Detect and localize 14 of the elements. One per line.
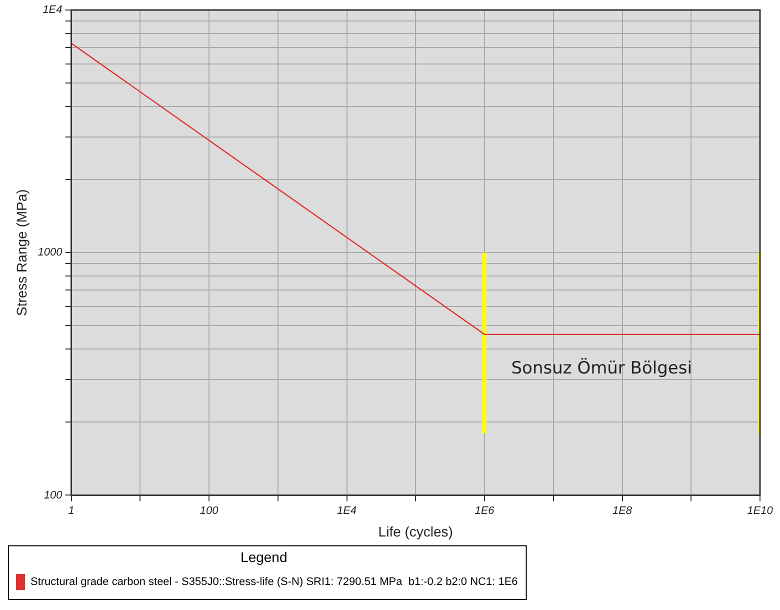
legend-title: Legend <box>240 549 288 566</box>
x-tick-label: 100 <box>200 504 220 517</box>
y-axis-title: Stress Range (MPa) <box>13 189 30 316</box>
y-tick-label: 1E4 <box>42 4 62 16</box>
x-tick-label: 1E6 <box>474 504 496 517</box>
legend-label: Structural grade carbon steel - S355J0::Stress-life (S-N) SRI1: 7290.51 MPa b1:-0.2 b2:0 NC1: 1E6 <box>30 576 518 588</box>
x-tick-label: 1E4 <box>336 504 357 517</box>
y-tick-label: 100 <box>44 489 64 502</box>
annotation: Sonsuz Ömür Bölgesi <box>511 357 692 378</box>
x-tick-label: 1E10 <box>747 504 774 517</box>
x-axis-title: Life (cycles) <box>378 524 453 540</box>
y-tick-label: 1000 <box>38 246 64 259</box>
x-tick-label: 1 <box>68 504 74 517</box>
x-tick-label: 1E8 <box>612 504 633 517</box>
